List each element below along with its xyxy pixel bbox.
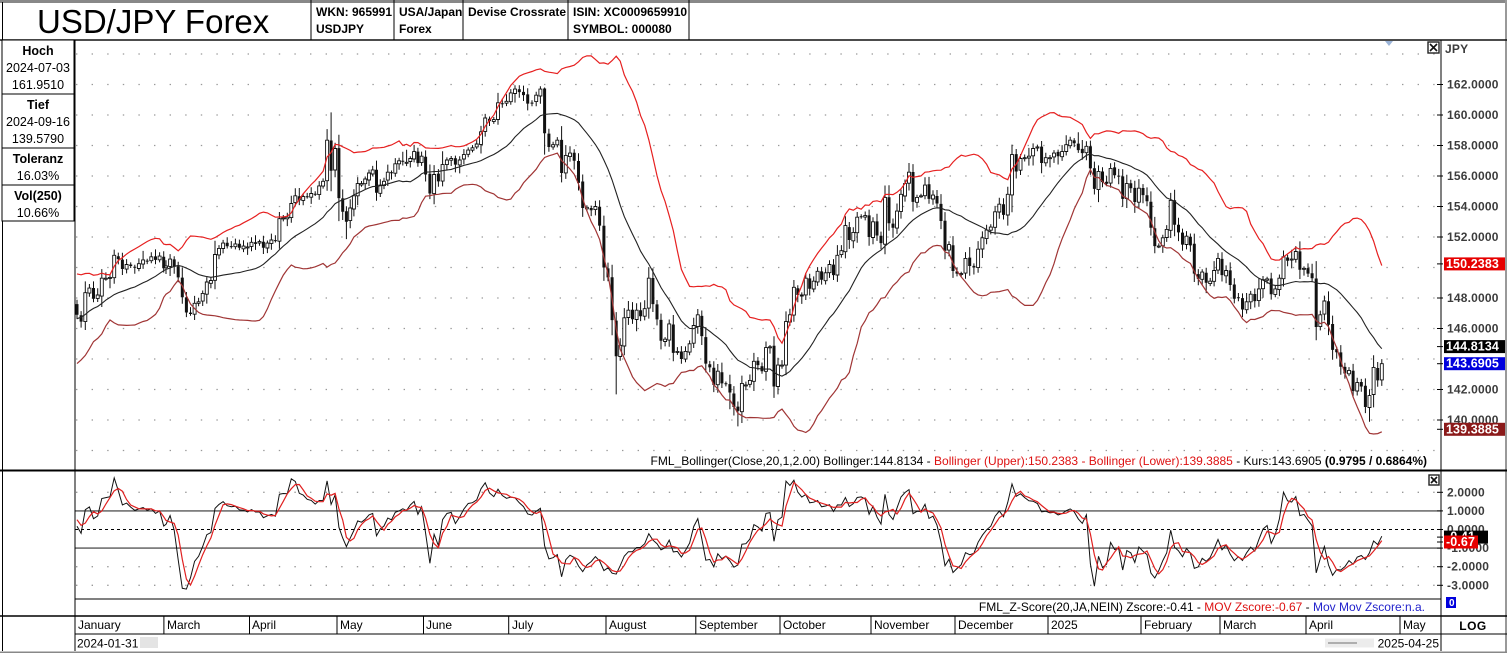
- svg-text:FML_Bollinger(Close,20,1,2.00): FML_Bollinger(Close,20,1,2.00) Bollinger…: [651, 454, 1427, 468]
- svg-text:November: November: [874, 618, 929, 632]
- svg-text:April: April: [1309, 618, 1333, 632]
- svg-text:1.0000: 1.0000: [1447, 504, 1485, 518]
- svg-text:2024-01-31: 2024-01-31: [77, 637, 139, 651]
- svg-text:ISIN: XC0009659910: ISIN: XC0009659910: [573, 5, 687, 19]
- svg-text:161.9510: 161.9510: [12, 78, 64, 92]
- svg-text:April: April: [252, 618, 276, 632]
- svg-text:May: May: [340, 618, 363, 632]
- svg-text:156.0000: 156.0000: [1447, 169, 1499, 183]
- svg-text:October: October: [783, 618, 826, 632]
- svg-text:USA/Japan: USA/Japan: [399, 5, 462, 19]
- svg-text:154.0000: 154.0000: [1447, 200, 1499, 214]
- svg-text:148.0000: 148.0000: [1447, 291, 1499, 305]
- svg-text:146.0000: 146.0000: [1447, 322, 1499, 336]
- svg-text:2.0000: 2.0000: [1447, 485, 1485, 499]
- svg-text:Tief: Tief: [27, 98, 50, 112]
- svg-text:March: March: [167, 618, 200, 632]
- svg-text:Vol(250): Vol(250): [14, 189, 62, 203]
- svg-text:FML_Z-Score(20,JA,NEIN) Zscore: FML_Z-Score(20,JA,NEIN) Zscore:-0.41 - M…: [979, 600, 1425, 614]
- svg-text:144.8134: 144.8134: [1446, 340, 1499, 354]
- svg-text:139.5790: 139.5790: [12, 132, 64, 146]
- svg-text:Toleranz: Toleranz: [13, 152, 63, 166]
- svg-text:March: March: [1223, 618, 1256, 632]
- svg-text:16.03%: 16.03%: [17, 169, 59, 183]
- svg-text:2024-09-16: 2024-09-16: [6, 115, 70, 129]
- svg-text:January: January: [78, 618, 121, 632]
- svg-text:May: May: [1403, 618, 1426, 632]
- svg-text:February: February: [1144, 618, 1192, 632]
- svg-text:158.0000: 158.0000: [1447, 139, 1499, 153]
- svg-text:2024-07-03: 2024-07-03: [6, 61, 70, 75]
- svg-text:September: September: [699, 618, 758, 632]
- svg-text:SYMBOL: 000080: SYMBOL: 000080: [573, 22, 672, 36]
- svg-text:USD/JPY Forex: USD/JPY Forex: [37, 3, 270, 40]
- svg-text:USDJPY: USDJPY: [316, 22, 364, 36]
- svg-text:Forex: Forex: [399, 22, 432, 36]
- svg-text:143.6905: 143.6905: [1446, 357, 1499, 371]
- svg-text:152.0000: 152.0000: [1447, 230, 1499, 244]
- svg-text:JPY: JPY: [1445, 42, 1468, 56]
- svg-text:150.2383: 150.2383: [1446, 257, 1499, 271]
- svg-text:August: August: [609, 618, 647, 632]
- svg-text:2025-04-25: 2025-04-25: [1378, 637, 1440, 651]
- svg-text:142.0000: 142.0000: [1447, 383, 1499, 397]
- svg-text:Hoch: Hoch: [22, 44, 53, 58]
- svg-text:WKN: 965991: WKN: 965991: [316, 5, 392, 19]
- svg-text:0: 0: [1449, 598, 1455, 609]
- svg-text:Devise Crossrate: Devise Crossrate: [468, 5, 566, 19]
- svg-text:160.0000: 160.0000: [1447, 108, 1499, 122]
- svg-text:-3.0000: -3.0000: [1447, 578, 1489, 592]
- svg-text:-2.0000: -2.0000: [1447, 560, 1489, 574]
- svg-text:LOG: LOG: [1459, 619, 1487, 633]
- svg-text:139.3885: 139.3885: [1446, 422, 1499, 436]
- svg-text:July: July: [512, 618, 533, 632]
- svg-text:-0.67: -0.67: [1446, 535, 1475, 549]
- svg-text:10.66%: 10.66%: [17, 206, 59, 220]
- svg-text:2025: 2025: [1051, 618, 1078, 632]
- svg-text:June: June: [426, 618, 452, 632]
- svg-text:162.0000: 162.0000: [1447, 78, 1499, 92]
- svg-text:December: December: [958, 618, 1013, 632]
